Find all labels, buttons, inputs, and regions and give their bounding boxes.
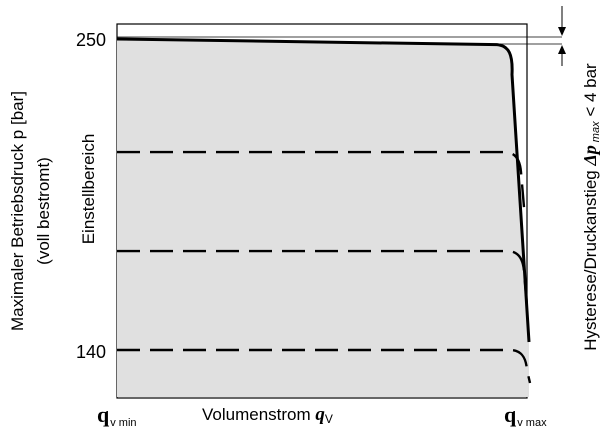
curve-series-0 <box>116 37 531 343</box>
hysteresis-label: Hysterese/Druckanstieg Δp max < 4 bar <box>580 63 602 351</box>
curve-series-3 <box>117 348 532 384</box>
adjustment-region <box>117 39 529 397</box>
curve-series-1 <box>117 150 526 208</box>
x-axis-title: Volumenstrom qV <box>202 404 333 426</box>
y-axis-title-line2: (voll bestromt) <box>34 157 53 265</box>
x-tick-min: qv min <box>97 402 137 429</box>
hysteresis-indicator <box>117 6 566 66</box>
region-label: Einstellbereich <box>79 134 98 245</box>
y-tick-250: 250 <box>76 30 106 50</box>
curve-series-2 <box>117 249 529 307</box>
x-tick-max: qv max <box>504 402 547 429</box>
y-tick-140: 140 <box>76 342 106 362</box>
y-axis-title-line1: Maximaler Betriebsdruck p [bar] <box>8 91 27 331</box>
pressure-curves <box>116 37 532 384</box>
